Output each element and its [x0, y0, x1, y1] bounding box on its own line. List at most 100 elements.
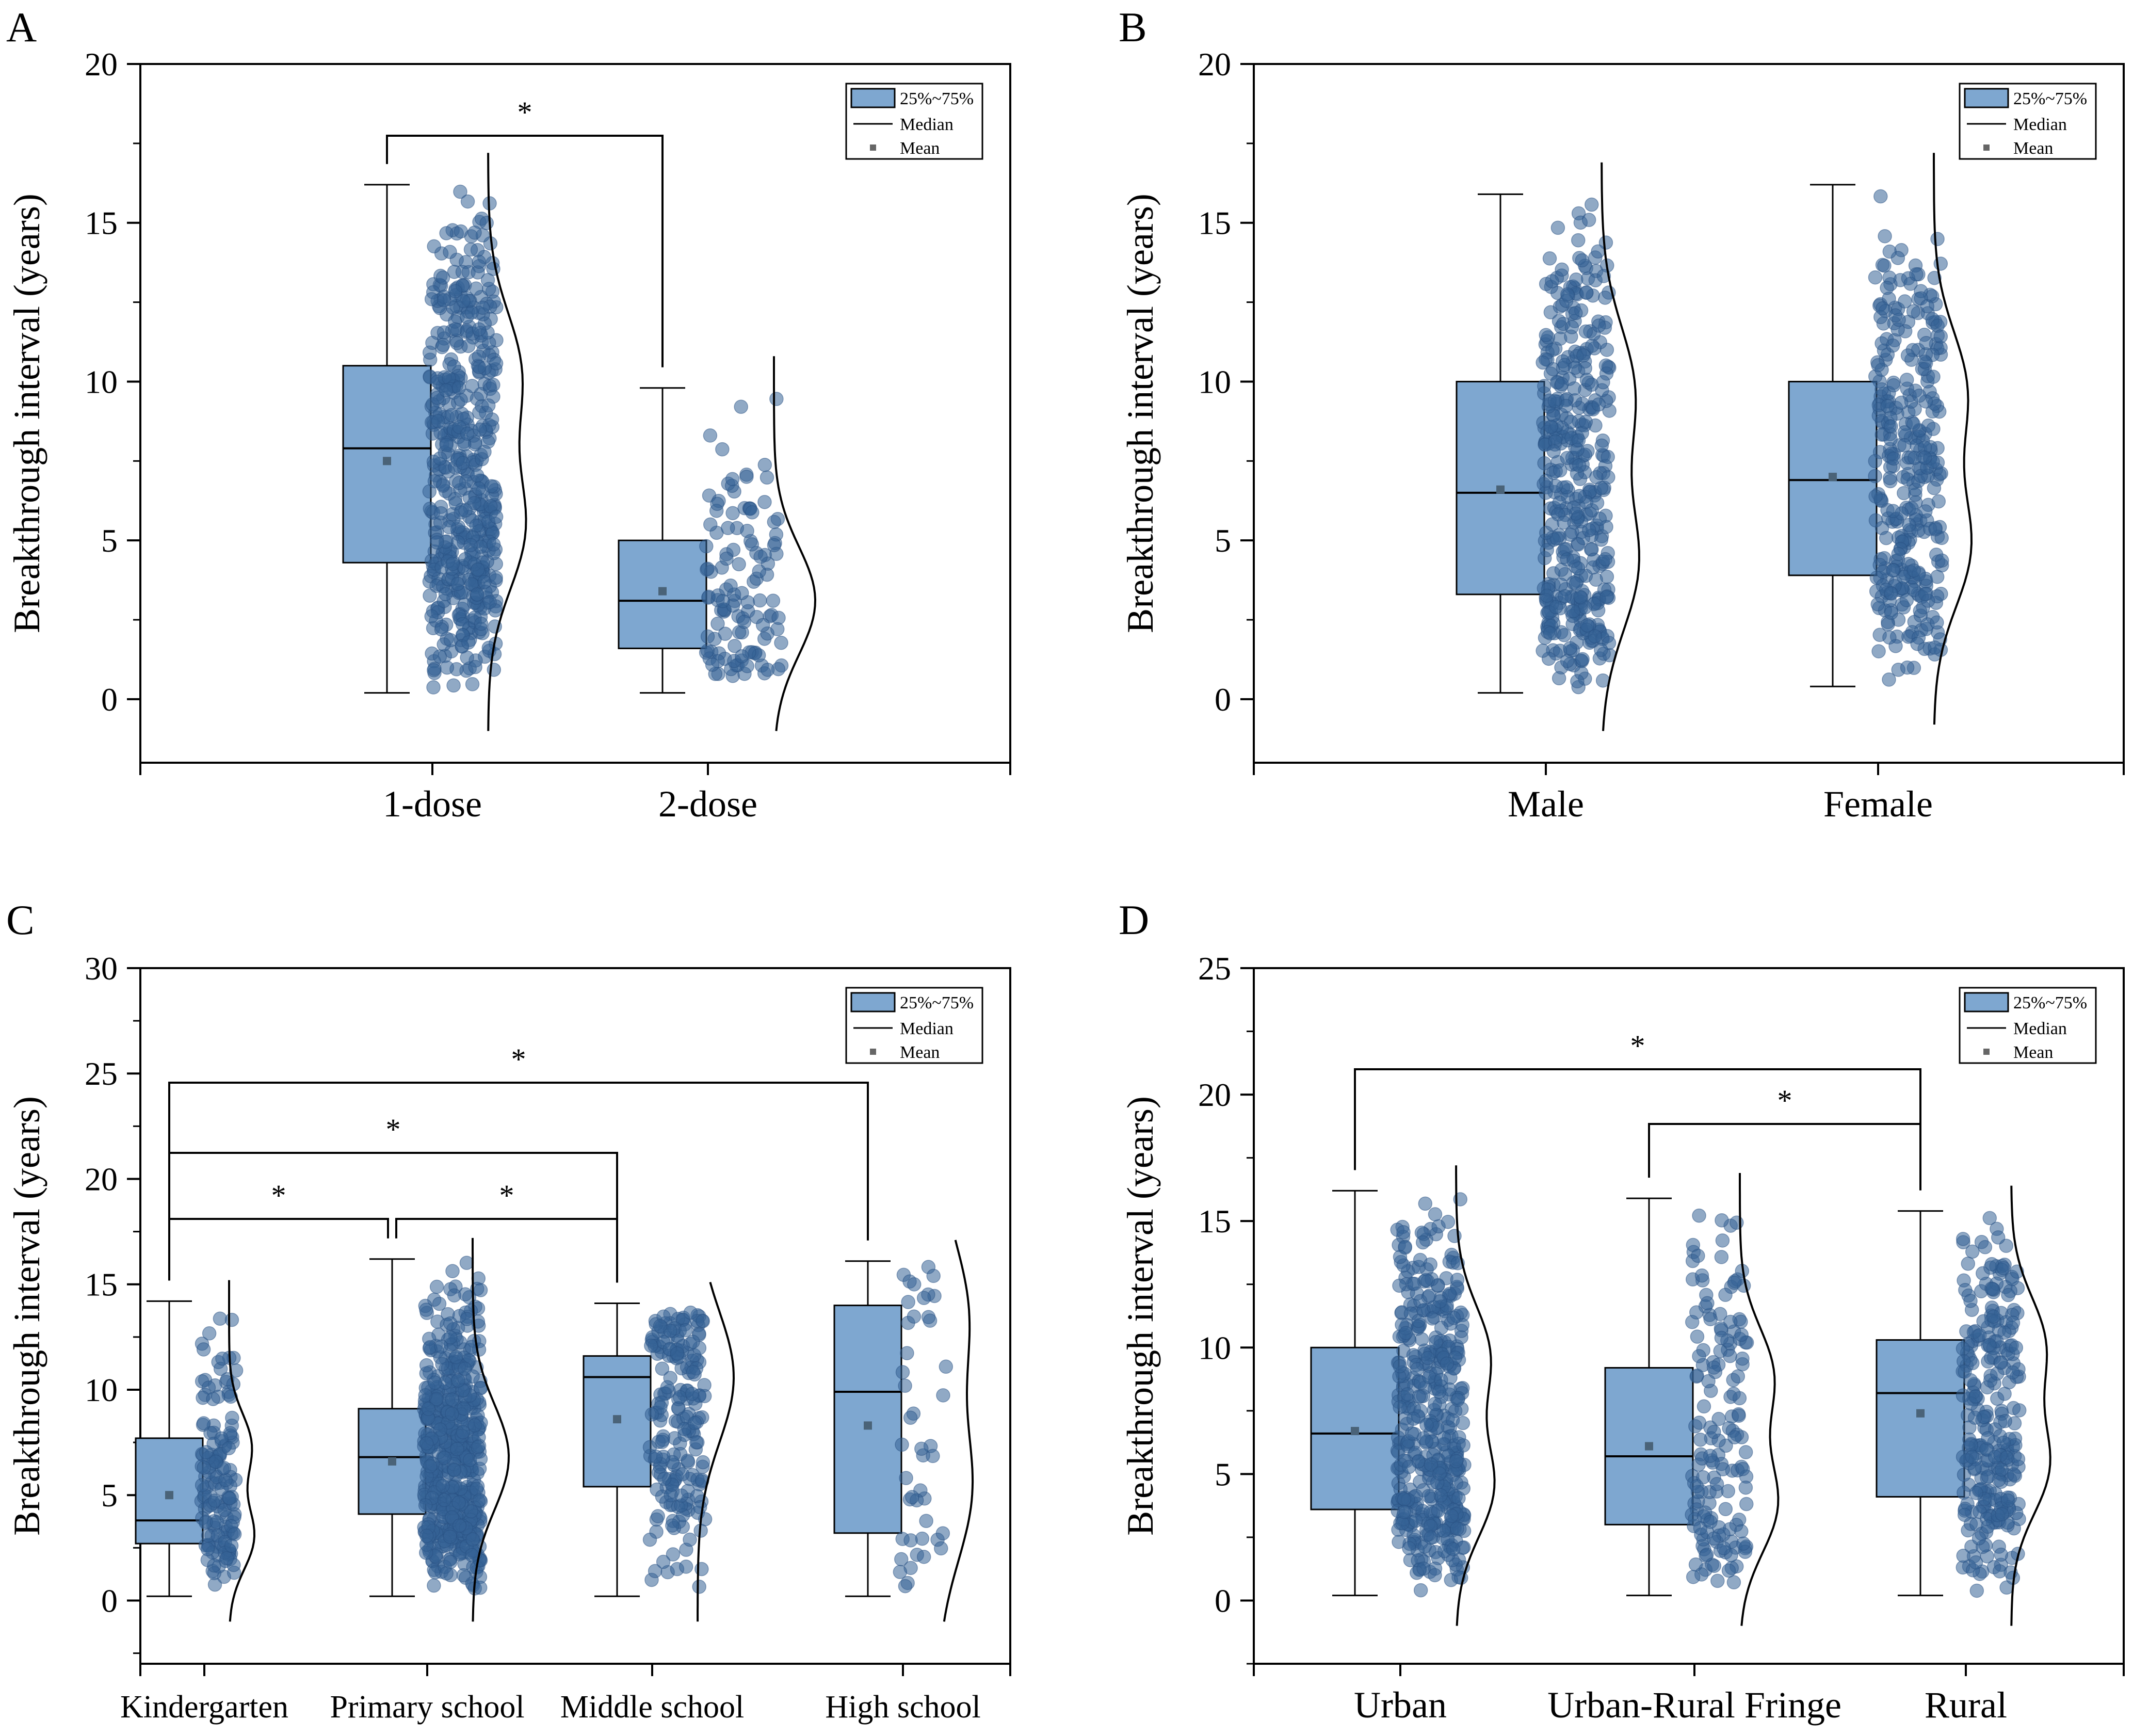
data-point: [218, 1473, 233, 1487]
data-point: [737, 615, 752, 629]
data-point: [465, 677, 480, 692]
panel-B: B 0 5 10 15 20 Breakthrough interval (years) Ma…: [1119, 4, 2125, 825]
legend-label: Mean: [900, 1043, 940, 1062]
data-point: [214, 1431, 229, 1446]
data-point: [1686, 1570, 1701, 1584]
data-point: [1912, 389, 1927, 403]
data-point: [1440, 1356, 1455, 1371]
data-point: [678, 1560, 693, 1574]
data-point: [1544, 420, 1558, 434]
data-point: [2000, 1493, 2015, 1508]
data-point: [1411, 1313, 1426, 1328]
data-point: [1410, 1362, 1425, 1376]
data-point: [1567, 381, 1581, 396]
data-point: [1899, 373, 1914, 387]
data-point: [1707, 1558, 1722, 1573]
data-point: [229, 1363, 244, 1378]
data-point: [443, 1330, 458, 1345]
data-point: [433, 451, 447, 466]
data-point: [1456, 1438, 1471, 1453]
data-point: [1738, 1480, 1753, 1495]
mean-marker: [658, 587, 667, 596]
data-point: [1540, 543, 1554, 557]
data-point: [445, 1392, 459, 1407]
data-point: [893, 1565, 908, 1579]
data-point: [914, 1441, 929, 1456]
data-point: [1701, 1374, 1716, 1389]
data-point: [1539, 328, 1554, 343]
jitter-points: [194, 1311, 244, 1592]
y-tick-label: 5: [101, 522, 118, 559]
legend-label: Mean: [2013, 1043, 2053, 1062]
data-point: [1563, 527, 1578, 542]
data-point: [1689, 1479, 1704, 1493]
mean-marker: [1496, 485, 1505, 494]
data-point: [489, 509, 504, 524]
data-point: [1716, 1462, 1731, 1476]
data-point: [221, 1441, 236, 1456]
data-point: [672, 1390, 687, 1405]
mean-marker: [383, 457, 391, 465]
data-point: [1568, 360, 1582, 375]
mean-marker: [613, 1415, 621, 1424]
data-point: [1900, 348, 1915, 363]
significance-bracket: [395, 1218, 618, 1283]
data-point: [450, 1442, 464, 1456]
data-point: [1579, 285, 1594, 300]
data-point: [936, 1388, 950, 1403]
data-point: [1424, 1530, 1439, 1545]
data-point: [484, 479, 498, 493]
data-point: [1594, 438, 1609, 453]
data-point: [1994, 1547, 2009, 1562]
data-point: [1536, 355, 1550, 370]
data-point: [445, 1264, 460, 1278]
x-category-label: Rural: [1925, 1684, 2007, 1726]
data-point: [1994, 1462, 2009, 1477]
data-point: [1579, 373, 1594, 387]
data-point: [1880, 281, 1894, 295]
data-point: [443, 1530, 457, 1544]
data-point: [1690, 1329, 1705, 1344]
data-point: [1884, 586, 1899, 601]
data-point: [1557, 515, 1571, 530]
data-point: [207, 1558, 221, 1573]
data-point: [1416, 1561, 1431, 1576]
data-point: [460, 194, 475, 209]
mean-marker: [1916, 1409, 1925, 1418]
data-point: [753, 593, 767, 608]
data-point: [1732, 1408, 1746, 1423]
data-point: [438, 587, 453, 602]
data-point: [435, 270, 450, 285]
data-point: [1871, 644, 1886, 658]
data-point: [1900, 660, 1915, 675]
x-category-label: 2-dose: [658, 783, 757, 825]
data-point: [1441, 1214, 1456, 1229]
data-point: [2006, 1365, 2020, 1380]
data-point: [439, 383, 454, 397]
data-point: [1572, 458, 1587, 473]
panel-D: D 0 5 10 15 20 25 Breakthrough interval (years)…: [1119, 896, 2125, 1726]
data-point: [448, 284, 463, 299]
x-category-label: 1-dose: [383, 783, 482, 825]
data-point: [1412, 1389, 1426, 1404]
data-point: [1569, 306, 1583, 320]
data-point: [1982, 1211, 1997, 1226]
y-tick-label: 15: [1198, 205, 1231, 242]
data-point: [207, 1493, 222, 1508]
significance-star: *: [499, 1179, 514, 1212]
data-point: [1927, 270, 1942, 285]
jitter-points: [1390, 1192, 1472, 1598]
data-point: [1931, 494, 1946, 509]
data-point: [1423, 1257, 1437, 1272]
x-category-label: Male: [1508, 783, 1584, 825]
data-point: [1555, 262, 1569, 277]
data-point: [901, 1295, 915, 1309]
data-point: [1692, 1416, 1707, 1430]
data-point: [1580, 618, 1595, 633]
data-point: [655, 1435, 670, 1449]
jitter-points: [1685, 1208, 1754, 1589]
data-point: [2009, 1340, 2024, 1355]
significance-bracket: [168, 1082, 869, 1281]
data-point: [424, 292, 439, 307]
